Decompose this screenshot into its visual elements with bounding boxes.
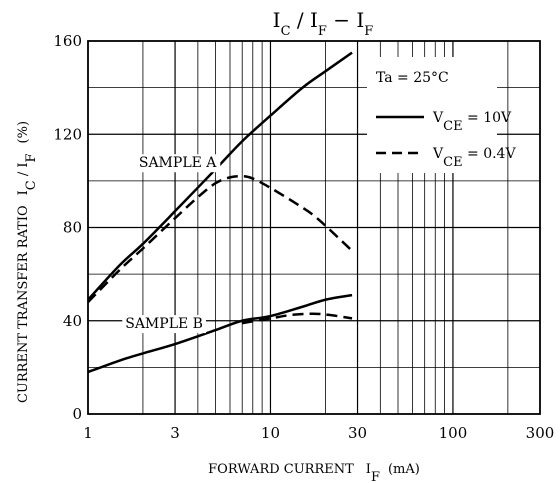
x-tick-label: 3: [170, 424, 180, 442]
sample-annotation: SAMPLE A: [139, 155, 217, 171]
sample-annotation-bg: [135, 154, 221, 173]
x-tick-label: 1: [83, 424, 93, 442]
series-line-sample-b-dashed: [241, 312, 353, 325]
tick-labels: 1 3 10 30 100 300 0 40 80 120 160: [53, 32, 554, 442]
x-tick-label: 100: [439, 424, 468, 442]
x-tick-label: 10: [261, 424, 280, 442]
legend-box: [367, 57, 497, 173]
plot-frame: [87, 40, 541, 415]
sample-annotation: SAMPLE B: [125, 316, 203, 332]
legend-condition: Ta = 25°C: [376, 70, 449, 86]
legend: Ta = 25°C VCE = 10V VCE = 0.4V: [367, 57, 516, 173]
legend-dashed-label: VCE = 0.4V: [432, 146, 516, 170]
x-tick-label: 30: [348, 424, 367, 442]
x-axis-label: FORWARD CURRENT IF (mA): [208, 462, 420, 483]
y-axis-label: CURRENT TRANSFER RATIOIC / IF(%): [16, 121, 39, 403]
chart-title: IC / IF − IF: [273, 8, 374, 39]
annotations: SAMPLE A SAMPLE B: [122, 154, 221, 334]
legend-solid-label: VCE = 10V: [432, 110, 512, 134]
sample-annotation-bg: [122, 315, 206, 334]
y-tick-label: 80: [63, 219, 82, 237]
y-tick-label: 0: [72, 405, 82, 423]
plot-lines: [87, 51, 353, 374]
series-line-sample-b-solid: [87, 293, 353, 374]
y-tick-label: 40: [63, 312, 82, 330]
x-tick-label: 300: [526, 424, 555, 442]
y-tick-label: 120: [53, 125, 82, 143]
series-line-sample-a-dashed: [87, 174, 353, 303]
series-line-sample-a-solid: [87, 51, 353, 301]
y-tick-label: 160: [53, 32, 82, 50]
